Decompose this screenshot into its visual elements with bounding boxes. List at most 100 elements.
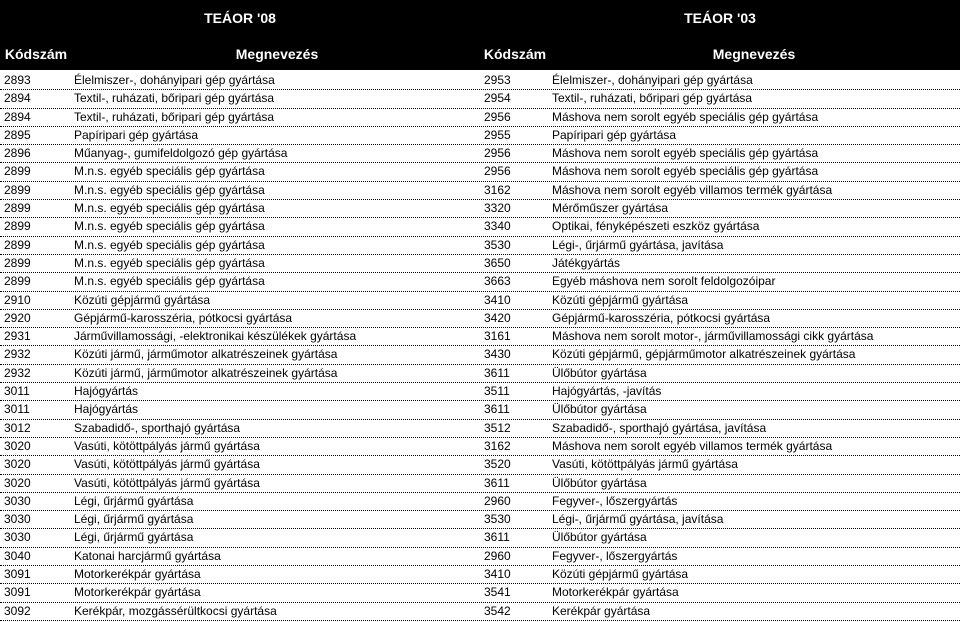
name-03-cell: Ülőbútor gyártása xyxy=(552,402,647,417)
code-03-cell: 3511 xyxy=(484,384,510,399)
code-03-cell: 3161 xyxy=(484,329,511,344)
name-08-cell: Motorkerékpár gyártása xyxy=(74,585,201,600)
code-08-cell: 2910 xyxy=(4,292,31,307)
table-row: 2899 M.n.s. egyéb speciális gép gyártása 3… xyxy=(0,255,960,274)
code-03-cell: 2956 xyxy=(484,164,511,179)
name-03-cell: Kerékpár gyártása xyxy=(552,603,651,618)
code-08-cell: 2932 xyxy=(4,365,31,380)
code-03-cell: 2960 xyxy=(484,548,511,563)
code-08-cell: 2894 xyxy=(4,109,31,124)
table-row: 3011 Hajógyártás 3611 Ülőbútor gyártása xyxy=(0,401,960,420)
name-03-cell: Ülőbútor gyártása xyxy=(552,530,647,545)
code-header-left: Kódszám xyxy=(4,46,68,62)
name-03-cell: Máshova nem sorolt egyéb villamos termék… xyxy=(552,182,833,197)
code-03-cell: 3512 xyxy=(484,420,511,435)
table-row: 2899 M.n.s. egyéb speciális gép gyártása 3… xyxy=(0,273,960,292)
code-08-cell: 3011 xyxy=(4,402,30,417)
table-row: 3020 Vasúti, kötöttpályás jármű gyártása 3… xyxy=(0,438,960,457)
code-08-cell: 3012 xyxy=(4,420,31,435)
name-03-cell: Papíripari gép gyártása xyxy=(552,127,677,142)
name-08-cell: M.n.s. egyéb speciális gép gyártása xyxy=(74,164,265,179)
name-03-cell: Máshova nem sorolt egyéb speciális gép g… xyxy=(552,146,819,161)
name-08-cell: Katonai harcjármű gyártása xyxy=(74,548,221,563)
table-row: 2896 Műanyag-, gumifeldolgozó gép gyártás… xyxy=(0,145,960,164)
name-08-cell: Hajógyártás xyxy=(74,402,139,417)
table-row: 2893 Élelmiszer-, dohányipari gép gyártás… xyxy=(0,72,960,91)
name-08-cell: Vasúti, kötöttpályás jármű gyártása xyxy=(74,438,260,453)
name-03-cell: Gépjármű-karosszéria, pótkocsi gyártása xyxy=(552,310,771,325)
table-row: 2932 Közúti jármű, járműmotor alkatrészei… xyxy=(0,346,960,365)
name-08-cell: Légi, űrjármű gyártása xyxy=(74,530,194,545)
name-03-cell: Közúti gépjármű, gépjárműmotor alkatrész… xyxy=(552,347,856,362)
code-03-cell: 2953 xyxy=(484,73,511,87)
name-03-cell: Egyéb máshova nem sorolt feldolgozóipar xyxy=(552,274,776,289)
code-08-cell: 3092 xyxy=(4,603,31,618)
code-08-cell: 2894 xyxy=(4,91,31,106)
table-row: 3092 Kerékpár, mozgássérültkocsi gyártása… xyxy=(0,603,960,621)
name-03-cell: Légi-, űrjármű gyártása, javítása xyxy=(552,512,724,527)
code-08-cell: 2899 xyxy=(4,164,31,179)
code-03-cell: 2954 xyxy=(484,91,511,106)
name-08-cell: M.n.s. egyéb speciális gép gyártása xyxy=(74,201,265,216)
name-08-cell: M.n.s. egyéb speciális gép gyártása xyxy=(74,219,265,234)
code-03-cell: 3650 xyxy=(484,255,511,270)
table-row: 3040 Katonai harcjármű gyártása 2960 Fegyve… xyxy=(0,548,960,567)
name-03-cell: Ülőbútor gyártása xyxy=(552,475,647,490)
code-08-cell: 3030 xyxy=(4,512,31,527)
table-header: TEÁOR '08 TEÁOR '03 Kódszám Megnevezés K… xyxy=(0,0,960,70)
table-row: 2894 Textil-, ruházati, bőripari gép gyár… xyxy=(0,90,960,109)
code-08-cell: 3091 xyxy=(4,567,31,582)
code-08-cell: 3030 xyxy=(4,493,31,508)
table-row: 2920 Gépjármű-karosszéria, pótkocsi gyárt… xyxy=(0,310,960,329)
table-row: 2931 Járművillamossági, -elektronikai kés… xyxy=(0,328,960,347)
name-03-cell: Motorkerékpár gyártása xyxy=(552,585,679,600)
name-08-cell: Légi, űrjármű gyártása xyxy=(74,493,194,508)
name-08-cell: Papíripari gép gyártása xyxy=(74,127,199,142)
name-08-cell: Légi, űrjármű gyártása xyxy=(74,512,194,527)
table-row: 3020 Vasúti, kötöttpályás jármű gyártása 3… xyxy=(0,456,960,475)
name-header-left: Megnevezés xyxy=(235,46,319,62)
code-08-cell: 2899 xyxy=(4,219,31,234)
table-row: 3091 Motorkerékpár gyártása 3410 Közúti gép… xyxy=(0,566,960,585)
code-03-cell: 3320 xyxy=(484,201,511,216)
table-row: 2899 M.n.s. egyéb speciális gép gyártása 3… xyxy=(0,182,960,201)
code-08-cell: 3020 xyxy=(4,475,31,490)
code-03-cell: 3430 xyxy=(484,347,511,362)
code-03-cell: 3611 xyxy=(484,475,510,490)
table-row: 3020 Vasúti, kötöttpályás jármű gyártása 3… xyxy=(0,475,960,493)
table-row: 3030 Légi, űrjármű gyártása 3530 Légi-, űrj… xyxy=(0,511,960,530)
table-row: 2899 M.n.s. egyéb speciális gép gyártása 3… xyxy=(0,218,960,237)
name-03-cell: Máshova nem sorolt egyéb speciális gép g… xyxy=(552,109,819,124)
table-row: 2894 Textil-, ruházati, bőripari gép gyár… xyxy=(0,109,960,127)
table-row: 2899 M.n.s. egyéb speciális gép gyártása 2… xyxy=(0,163,960,182)
code-03-cell: 3541 xyxy=(484,585,511,600)
name-03-cell: Hajógyártás, -javítás xyxy=(552,384,662,399)
code-03-cell: 3162 xyxy=(484,438,511,453)
name-08-cell: Kerékpár, mozgássérültkocsi gyártása xyxy=(74,603,277,618)
name-03-cell: Fegyver-, lőszergyártás xyxy=(552,493,678,508)
code-08-cell: 2899 xyxy=(4,237,31,252)
code-03-cell: 3420 xyxy=(484,310,511,325)
table-row: 2899 M.n.s. egyéb speciális gép gyártása 3… xyxy=(0,200,960,219)
name-03-cell: Fegyver-, lőszergyártás xyxy=(552,548,678,563)
name-header-right: Megnevezés xyxy=(712,46,796,62)
code-03-cell: 2960 xyxy=(484,493,511,508)
name-08-cell: Közúti jármű, járműmotor alkatrészeinek … xyxy=(74,347,338,362)
code-03-cell: 2956 xyxy=(484,109,511,124)
code-08-cell: 3020 xyxy=(4,457,31,472)
name-03-cell: Ülőbútor gyártása xyxy=(552,365,647,380)
code-03-cell: 3542 xyxy=(484,603,511,618)
table-row: 3091 Motorkerékpár gyártása 3541 Motorkerék… xyxy=(0,584,960,603)
code-08-cell: 3091 xyxy=(4,585,31,600)
name-08-cell: Vasúti, kötöttpályás jármű gyártása xyxy=(74,457,260,472)
table-row: 2895 Papíripari gép gyártása 2955 Papíripar… xyxy=(0,127,960,146)
name-03-cell: Légi-, űrjármű gyártása, javítása xyxy=(552,237,724,252)
table-row: 2910 Közúti gépjármű gyártása 3410 Közúti g… xyxy=(0,292,960,310)
code-08-cell: 2931 xyxy=(4,329,31,344)
code-08-cell: 3011 xyxy=(4,384,30,399)
code-08-cell: 2899 xyxy=(4,201,31,216)
code-08-cell: 2932 xyxy=(4,347,31,362)
code-08-cell: 3030 xyxy=(4,530,31,545)
code-08-cell: 2899 xyxy=(4,274,31,289)
